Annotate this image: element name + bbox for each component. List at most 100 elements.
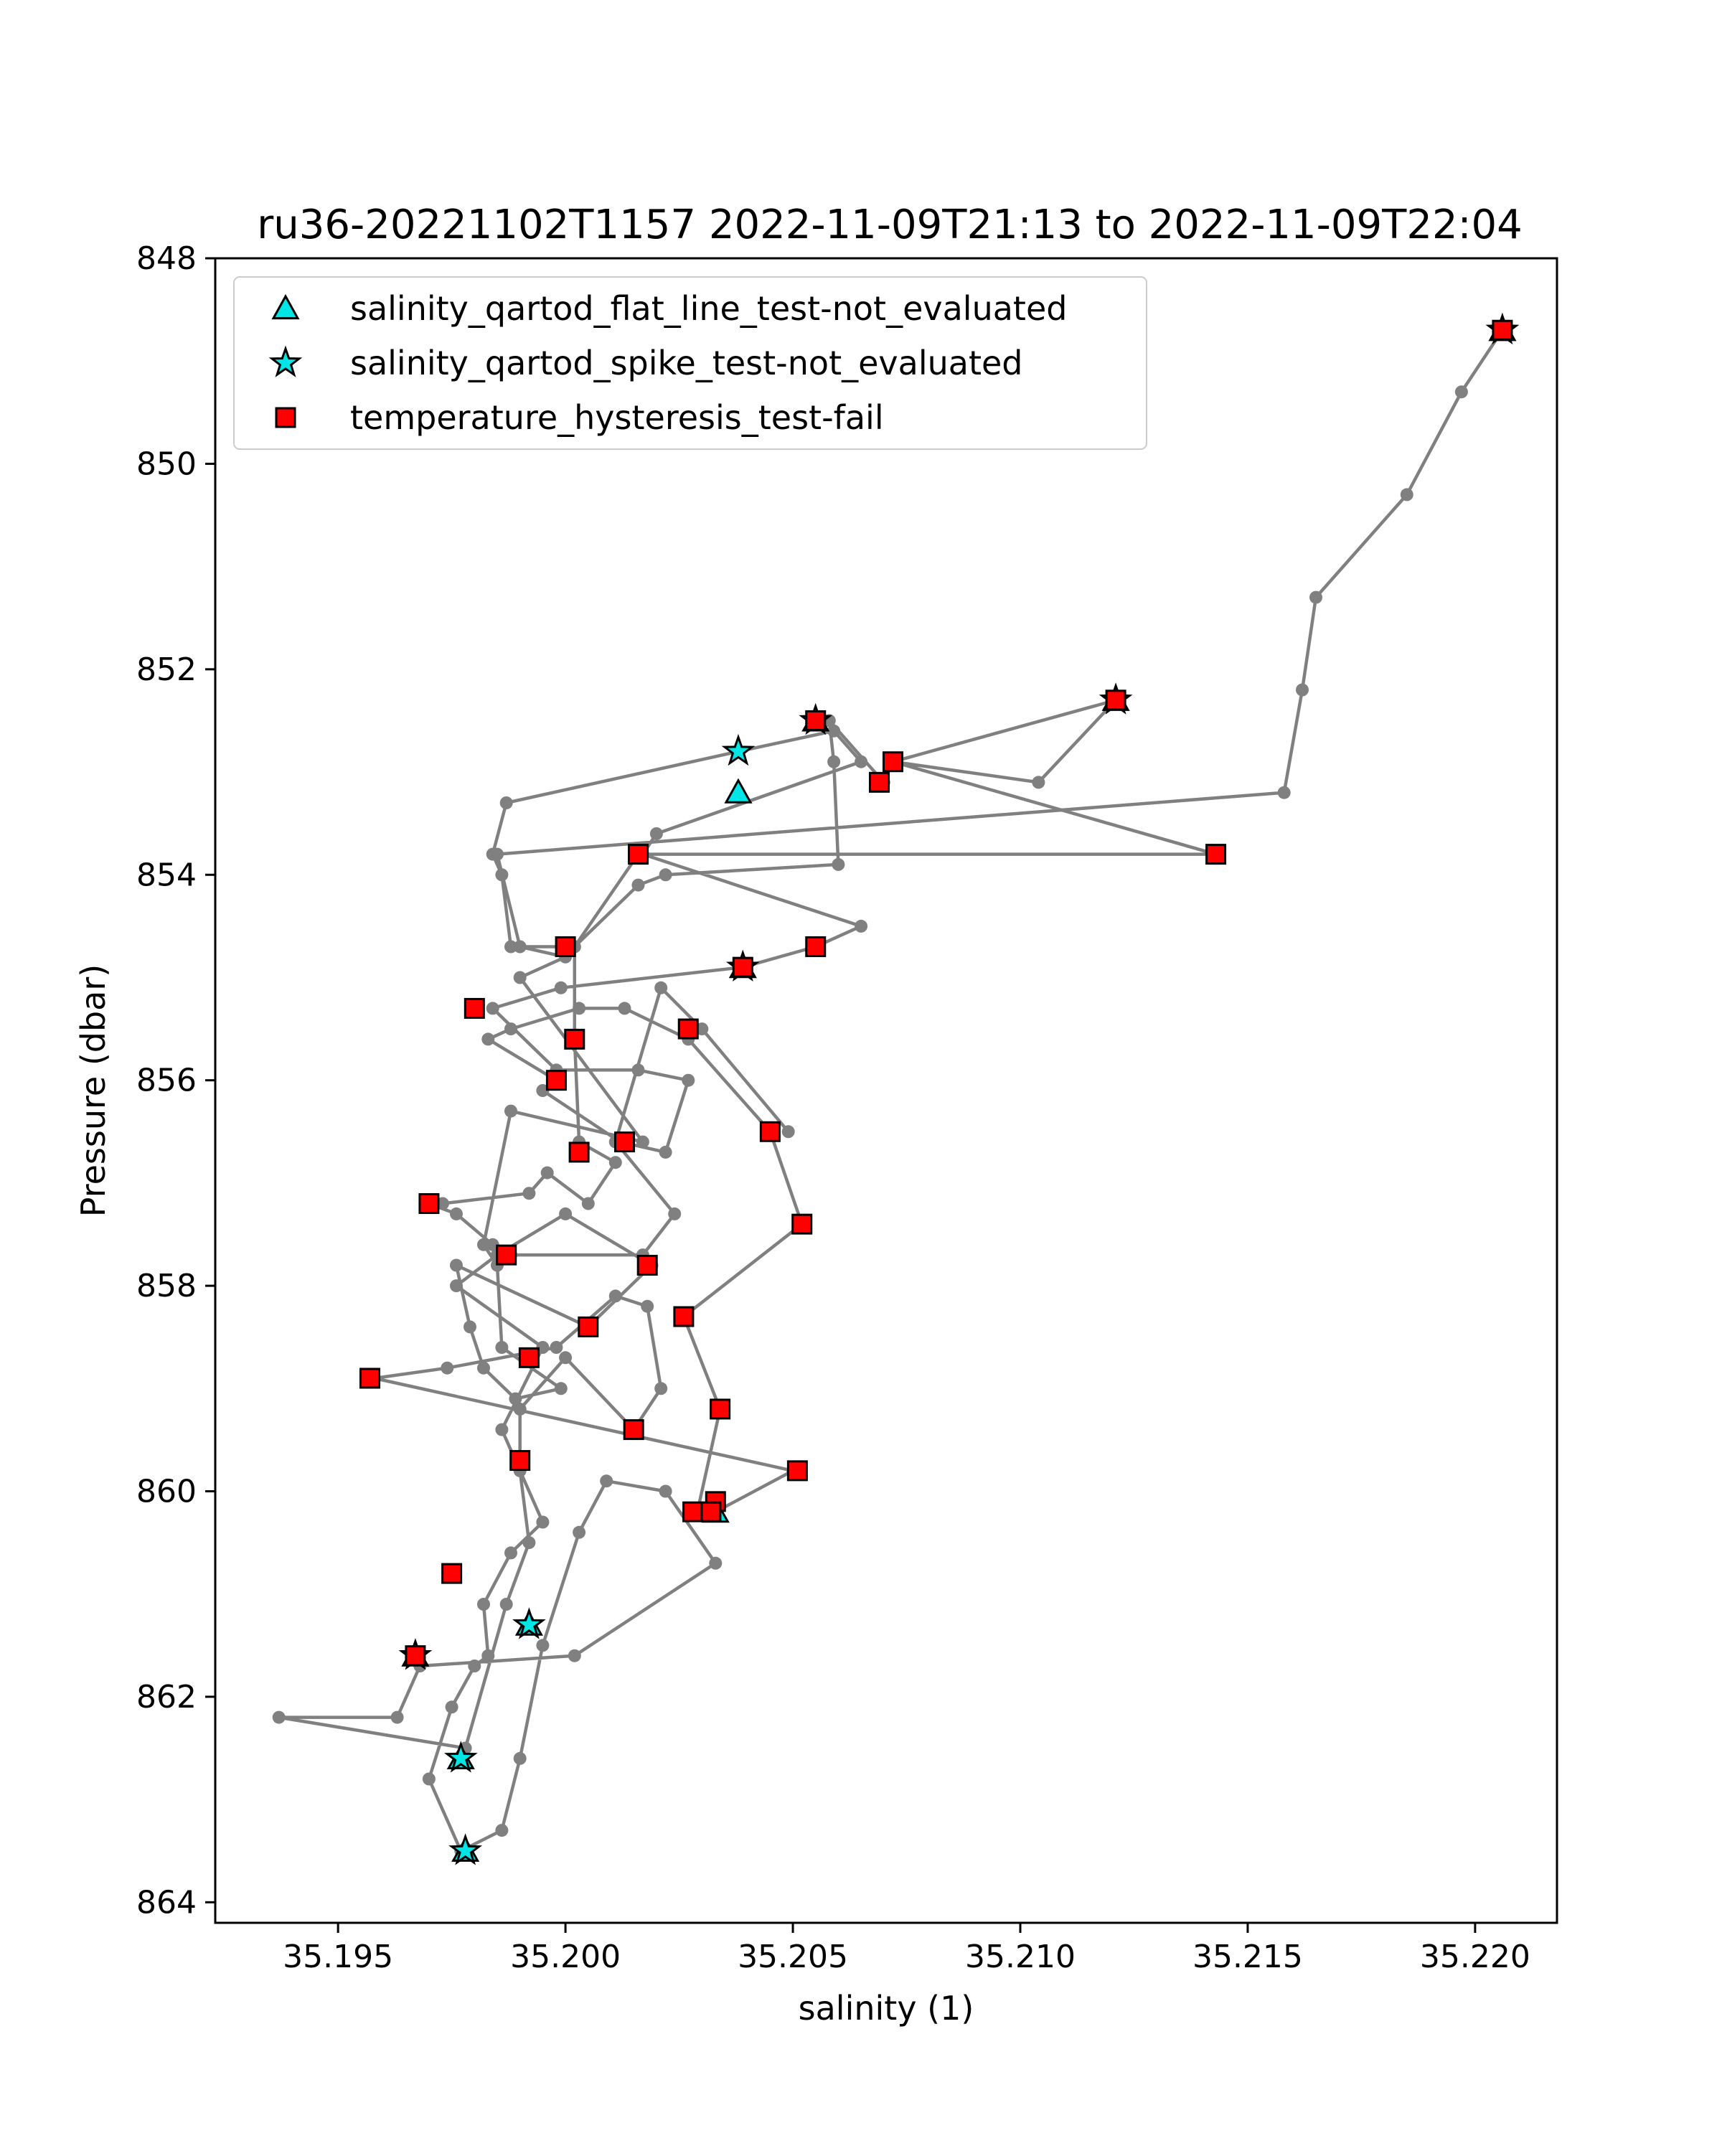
profile-point [709,1556,723,1570]
square-marker [555,936,576,958]
profile-point [559,1351,573,1365]
legend-entry: salinity_qartod_flat_line_test-not_evalu… [271,289,1067,328]
profile-point [522,1187,536,1200]
square-marker [805,936,827,958]
profile-point [536,1341,550,1354]
square-marker [1105,689,1126,711]
profile-point [1277,786,1291,799]
marker-layer [359,312,1520,1865]
profile-point [641,1299,654,1313]
profile-point [554,981,568,994]
profile-point [464,1320,476,1334]
profile-point [554,1382,568,1395]
profile-line [277,329,1504,1853]
profile-point [495,1824,509,1837]
square-marker [418,1193,440,1215]
square-marker [359,1367,381,1389]
profile-point [540,1166,554,1180]
profile-point [573,1002,586,1015]
x-axis-ticks: 35.195 35.200 35.205 35.210 35.215 35.220 [283,1923,1530,1975]
profile-point [499,796,513,809]
profile-point [1454,385,1468,399]
profile-point [477,1361,490,1375]
profile-point [827,724,841,738]
profile-point [477,1238,490,1251]
profile-point [608,1156,622,1169]
star-marker [448,1833,483,1865]
square-marker [786,1460,808,1482]
y-tick-label: 852 [136,651,197,688]
square-marker [759,1121,781,1142]
star-marker [512,1607,546,1639]
legend-entry: temperature_hysteresis_test-fail [275,398,884,437]
series-triangle [401,316,1517,1862]
profile-point [695,1022,709,1036]
profile-point [573,1525,586,1539]
y-tick-label: 862 [136,1679,197,1715]
profile-point [827,755,841,768]
square-marker [700,1501,722,1522]
square-marker [568,1141,590,1163]
legend-entry: salinity_qartod_spike_test-not_evaluated [268,344,1022,382]
profile-point [522,1536,536,1550]
profile-point [495,1341,509,1354]
square-marker [805,710,827,731]
profile-point [495,1423,509,1436]
profile-point [450,1279,463,1293]
profile-point [390,1710,404,1724]
y-axis-label: Pressure (dbar) [74,964,113,1217]
profile-point [659,1145,672,1159]
x-tick-label: 35.205 [738,1939,848,1975]
star-marker [443,1741,478,1773]
legend-square-marker [275,407,296,428]
series-square [359,319,1513,1667]
profile-point [631,878,645,892]
square-marker [496,1244,517,1266]
profile-point [450,1207,463,1220]
chart-title: ru36-20221102T1157 2022-11-09T21:13 to 2… [257,202,1522,248]
legend-label: salinity_qartod_spike_test-not_evaluated [350,344,1022,382]
triangle-marker [724,778,753,804]
square-marker [441,1563,463,1584]
profile-point [504,940,517,954]
profile-point [1309,590,1322,604]
legend-entries: salinity_qartod_flat_line_test-not_evalu… [268,289,1067,437]
profile-point [654,981,668,994]
profile-line-layer [272,324,1509,1858]
y-axis-ticks: 848 850 852 854 856 858 860 862 864 [136,240,215,1921]
square-marker [868,771,890,793]
profile-point [855,755,868,768]
square-marker [673,1306,695,1327]
legend-label: temperature_hysteresis_test-fail [350,398,884,437]
profile-point [581,1197,595,1210]
square-marker [623,1419,644,1441]
profile-point [495,868,509,882]
plot-area-frame [214,257,1558,1924]
profile-point [504,1546,517,1560]
profile-point [1400,488,1413,502]
square-marker [677,1018,699,1040]
profile-point [659,1484,672,1498]
profile-point [682,1073,695,1087]
square-marker [636,1254,658,1276]
x-tick-label: 35.210 [965,1939,1076,1975]
profile-point [481,1032,495,1046]
profile-point [568,1649,581,1662]
profile-point [450,1258,463,1272]
square-marker [628,844,649,865]
profile-point [781,1125,795,1139]
profile-point [481,1649,495,1662]
profile-point [499,1598,513,1611]
profile-point [550,1341,563,1354]
x-tick-label: 35.215 [1192,1939,1303,1975]
profile-point [1296,683,1309,697]
profile-point [272,1710,286,1724]
square-marker [464,997,485,1019]
profile-point [559,1207,573,1220]
x-tick-label: 35.200 [510,1939,621,1975]
profile-point [855,919,868,933]
y-tick-label: 856 [136,1063,197,1099]
profile-point [536,1639,550,1652]
square-marker [732,956,753,978]
legend: salinity_qartod_flat_line_test-not_evalu… [233,276,1147,450]
